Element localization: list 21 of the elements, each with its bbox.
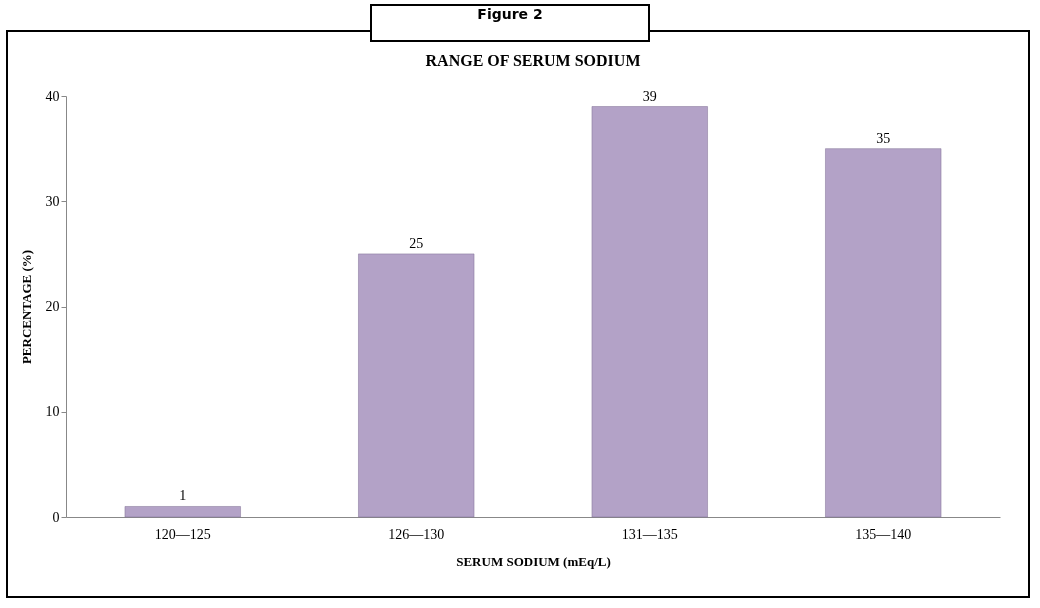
y-tick-label: 20	[45, 299, 60, 314]
x-tick-label: 126—130	[388, 526, 445, 542]
y-tick-label: 0	[52, 509, 60, 525]
bar	[124, 506, 241, 518]
y-tick-label: 30	[45, 193, 60, 209]
data-label: 25	[409, 235, 424, 251]
y-tick-label: 10	[45, 404, 60, 420]
bar	[591, 106, 708, 518]
data-label: 35	[876, 130, 891, 146]
caption: Figure 2	[370, 4, 650, 42]
chart-title: RANGE OF SERUM SODIUM	[425, 52, 641, 69]
y-axis-title: PERCENTAGE (%)	[18, 249, 34, 365]
x-tick-label: 131—135	[621, 526, 678, 542]
data-label: 1	[179, 488, 187, 504]
y-tick-label: 40	[45, 88, 60, 104]
bar	[358, 253, 475, 518]
data-label: 39	[642, 88, 657, 104]
x-tick-label: 135—140	[855, 526, 912, 542]
bar	[825, 148, 942, 518]
x-tick-label: 120—125	[154, 526, 211, 542]
x-axis-title: SERUM SODIUM (mEq/L)	[456, 553, 611, 569]
